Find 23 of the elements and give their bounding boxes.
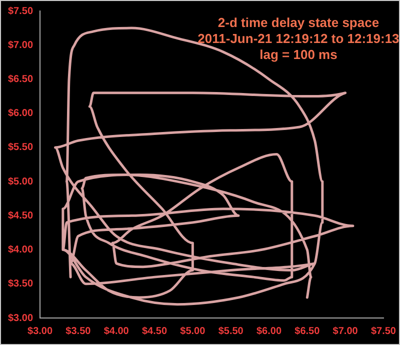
y-tick-label: $7.00 — [8, 40, 34, 51]
chart-title: 2-d time delay state space — [218, 15, 380, 30]
y-tick-label: $3.00 — [8, 312, 34, 324]
x-tick-label: $3.00 — [28, 326, 53, 337]
y-tick-label: $4.00 — [8, 244, 34, 256]
x-tick-label: $6.00 — [256, 326, 282, 337]
text: 2011-Jun-21 12:19:12 to 12:19:13 — [198, 31, 400, 46]
x-tick-label: $6.50 — [294, 326, 320, 337]
y-tick-label: $7.50 — [8, 6, 34, 17]
y-tick-label: $3.50 — [8, 278, 34, 290]
x-tick-label: $7.00 — [332, 326, 358, 337]
x-tick-label: $7.50 — [370, 326, 396, 337]
y-tick-label: $6.50 — [8, 74, 34, 85]
y-tick-label: $5.00 — [8, 176, 34, 188]
x-tick-label: $5.50 — [218, 326, 244, 337]
x-tick-label: $4.50 — [142, 326, 168, 337]
y-tick-label: $6.00 — [8, 108, 34, 120]
x-tick-label: $4.00 — [104, 326, 130, 337]
x-tick-label: $3.50 — [66, 326, 92, 337]
x-tick-label: $5.00 — [180, 326, 206, 337]
y-tick-label: $4.50 — [8, 210, 34, 222]
annotation: lag = 100 ms — [260, 47, 338, 62]
y-tick-label: $5.50 — [8, 142, 34, 154]
